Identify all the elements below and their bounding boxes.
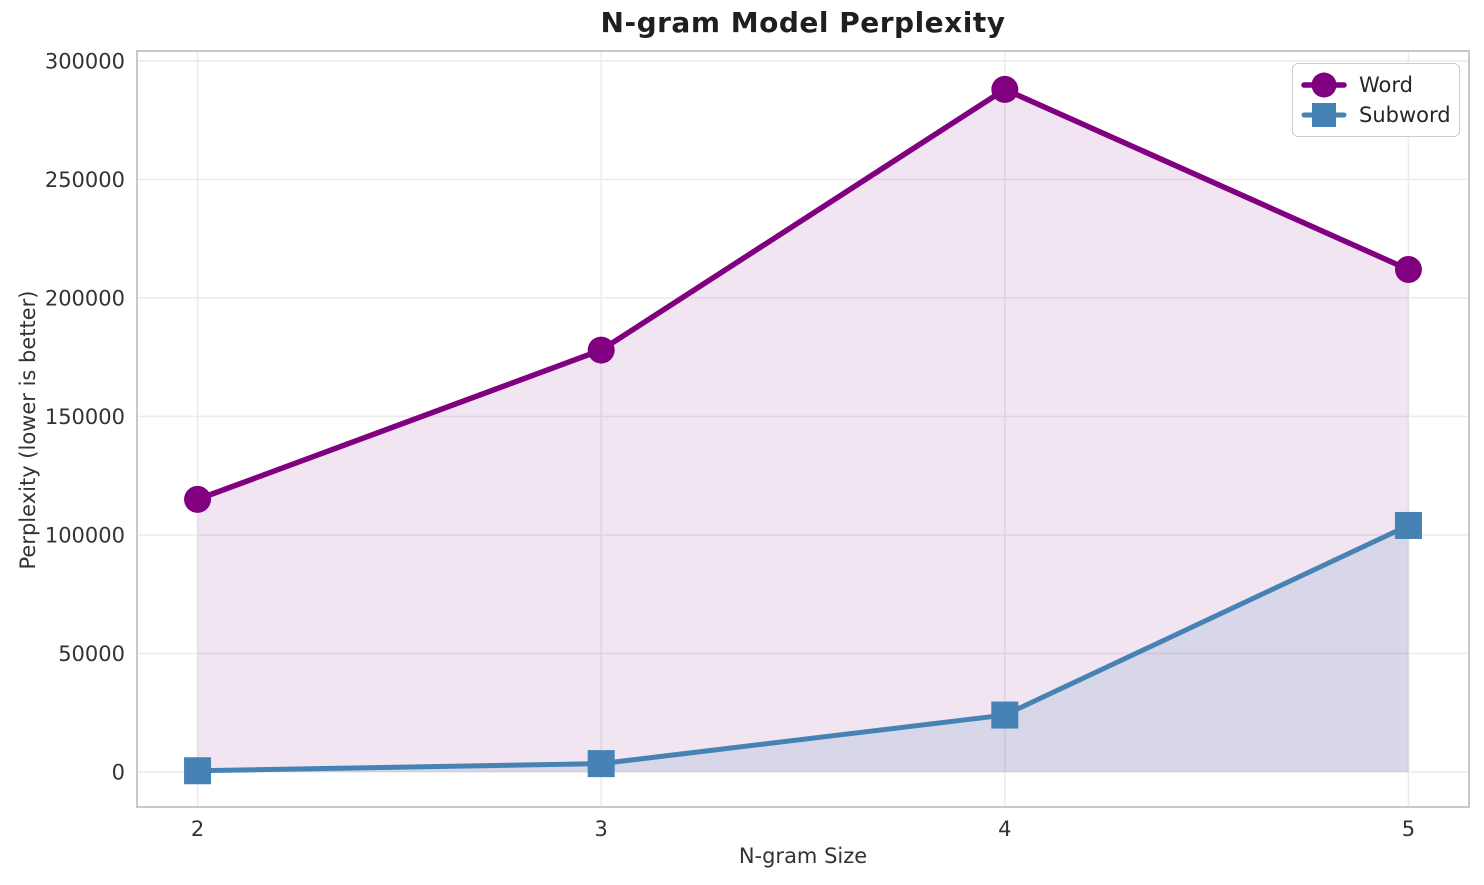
word-data-point bbox=[1394, 256, 1422, 284]
subword-line-square-icon bbox=[1301, 103, 1347, 127]
x-tick-label: 3 bbox=[594, 817, 607, 841]
x-tick-label: 5 bbox=[1402, 817, 1415, 841]
x-tick-label: 2 bbox=[191, 817, 204, 841]
legend-label-subword: Subword bbox=[1359, 103, 1451, 127]
subword-data-point bbox=[991, 701, 1019, 729]
word-series-line bbox=[194, 86, 1412, 503]
legend: Word Subword bbox=[1292, 63, 1460, 137]
y-tick-label: 100000 bbox=[45, 523, 125, 547]
legend-item-subword: Subword bbox=[1301, 100, 1451, 130]
y-tick-label: 0 bbox=[112, 760, 125, 784]
subword-area-fill bbox=[197, 525, 1409, 772]
subword-data-point bbox=[184, 757, 212, 785]
y-tick-label: 150000 bbox=[45, 405, 125, 429]
x-tick-label: 4 bbox=[998, 817, 1011, 841]
y-tick-label: 50000 bbox=[58, 642, 125, 666]
word-data-point bbox=[184, 485, 212, 513]
y-tick-label: 250000 bbox=[45, 168, 125, 192]
x-axis-label: N-gram Size bbox=[738, 844, 868, 868]
subword-data-point bbox=[587, 750, 615, 778]
word-line-circle-icon bbox=[1301, 72, 1347, 98]
y-axis-label: Perplexity (lower is better) bbox=[16, 290, 40, 570]
word-data-point bbox=[991, 75, 1019, 103]
word-data-point bbox=[587, 336, 615, 364]
subword-data-point bbox=[1394, 511, 1422, 539]
legend-label-word: Word bbox=[1359, 73, 1413, 97]
plot-border bbox=[136, 50, 1470, 808]
legend-item-word: Word bbox=[1301, 70, 1449, 100]
chart-title: N-gram Model Perplexity bbox=[600, 6, 1006, 39]
subword-series-line bbox=[195, 522, 1411, 774]
y-tick-label: 200000 bbox=[45, 286, 125, 310]
word-area-fill bbox=[197, 89, 1409, 772]
y-tick-label: 300000 bbox=[45, 49, 125, 73]
